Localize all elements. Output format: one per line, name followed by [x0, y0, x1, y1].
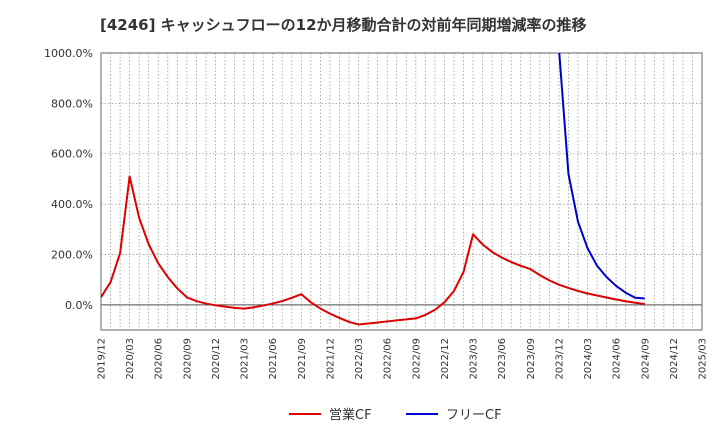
x-tick-label: 2024/03 [583, 338, 594, 380]
x-tick-label: 2023/09 [526, 338, 537, 380]
series-line-operating-cf [101, 175, 645, 326]
x-tick-label: 2021/06 [268, 338, 279, 380]
x-tick-label: 2020/06 [154, 338, 165, 380]
y-tick-label: 200.0% [51, 248, 93, 261]
x-tick-label: 2021/03 [240, 338, 251, 380]
x-tick-label: 2022/09 [411, 338, 422, 380]
x-tick-label: 2024/12 [669, 338, 680, 380]
series-line-free-cf [558, 53, 645, 300]
x-tick-label: 2024/09 [640, 338, 651, 380]
x-tick-label: 2022/03 [354, 338, 365, 380]
y-tick-label: 600.0% [51, 148, 93, 161]
x-tick-label: 2025/03 [698, 338, 709, 380]
legend-label-free-cf: フリーCF [446, 408, 502, 423]
x-tick-label: 2022/12 [440, 338, 451, 380]
y-tick-label: 800.0% [51, 97, 93, 110]
plot-frame [100, 52, 703, 331]
x-tick-label: 2020/12 [211, 338, 222, 380]
x-tick-label: 2019/12 [97, 338, 108, 380]
plot-area [101, 53, 702, 330]
x-tick-label: 2022/06 [383, 338, 394, 380]
y-tick-label: 1000.0% [44, 47, 93, 60]
y-tick-label: 0.0% [65, 299, 93, 312]
x-tick-label: 2024/06 [612, 338, 623, 380]
x-tick-label: 2020/03 [125, 338, 136, 380]
x-tick-label: 2020/09 [182, 338, 193, 380]
x-tick-label: 2023/03 [469, 338, 480, 380]
y-tick-label: 400.0% [51, 198, 93, 211]
x-tick-label: 2023/12 [554, 338, 565, 380]
x-tick-label: 2021/09 [297, 338, 308, 380]
legend-label-operating-cf: 営業CF [329, 407, 372, 423]
x-tick-label: 2023/06 [497, 338, 508, 380]
chart-title: [4246] キャッシュフローの12か月移動合計の対前年同期増減率の推移 [100, 16, 587, 34]
x-tick-label: 2021/12 [325, 338, 336, 380]
